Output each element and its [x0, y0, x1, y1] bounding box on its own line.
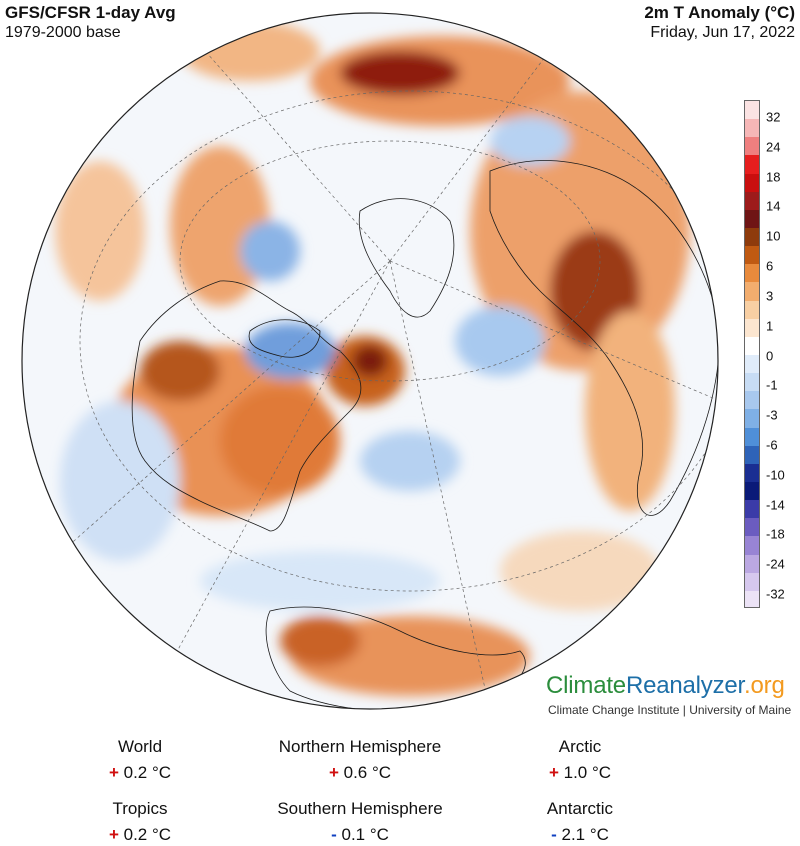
map-date: Friday, Jun 17, 2022 [650, 24, 795, 41]
brand-logo-part3: .org [744, 672, 785, 699]
color-scale-segment [745, 336, 759, 355]
color-scale-tick-label: -18 [766, 526, 785, 542]
stat-sign: - [331, 825, 337, 844]
stat-tropics: Tropics + 0.2 °C [20, 798, 260, 846]
stat-value: + 0.2 °C [20, 824, 260, 846]
color-scale-bar [744, 100, 760, 608]
stat-number: 2.1 °C [561, 825, 609, 844]
stat-southern-hemisphere: Southern Hemisphere - 0.1 °C [240, 798, 480, 846]
color-scale-segment [745, 481, 759, 501]
color-scale-tick-label: 0 [766, 348, 774, 363]
brand-logo[interactable]: ClimateReanalyzer.org [546, 672, 785, 700]
color-scale-tick-label: 6 [766, 258, 774, 274]
stat-number: 1.0 °C [563, 763, 612, 782]
color-scale-segment [745, 155, 759, 174]
stat-world: World + 0.2 °C [20, 736, 260, 784]
stat-antarctic: Antarctic - 2.1 °C [460, 798, 700, 846]
map-title: GFS/CFSR 1-day Avg [5, 3, 176, 22]
stat-value: + 0.6 °C [240, 762, 480, 784]
stat-number: 0.6 °C [343, 763, 392, 782]
color-scale-tick-label: 10 [766, 228, 781, 244]
stat-value: + 1.0 °C [460, 762, 700, 784]
color-scale-segment [745, 427, 759, 446]
anomaly-globe-map [21, 12, 719, 710]
stat-value: - 0.1 °C [240, 824, 480, 846]
color-scale-tick-label: -3 [766, 407, 778, 423]
stat-label: Northern Hemisphere [278, 737, 442, 756]
stat-northern-hemisphere: Northern Hemisphere + 0.6 °C [240, 736, 480, 784]
color-scale-segment [745, 590, 759, 607]
brand-block: ClimateReanalyzer.org Climate Change Ins… [546, 672, 791, 717]
color-scale-tick-label: 3 [766, 288, 774, 304]
color-scale-tick-label: 18 [766, 169, 781, 185]
color-scale-segment [745, 572, 759, 591]
color-scale-tick-label: 1 [766, 318, 774, 334]
color-scale-tick-label: -32 [766, 586, 785, 602]
stat-sign: + [328, 763, 339, 782]
color-scale-segment [745, 500, 759, 519]
variable-title-block: 2m T Anomaly (°C) Friday, Jun 17, 2022 [644, 2, 795, 43]
color-scale-segment [745, 173, 759, 192]
color-scale-tick-label: -1 [766, 377, 778, 393]
stat-number: 0.2 °C [123, 763, 172, 782]
stat-label: World [117, 737, 163, 756]
stat-number: 0.2 °C [123, 825, 172, 844]
stat-number: 0.1 °C [341, 825, 389, 844]
stat-label: Antarctic [546, 799, 614, 818]
color-scale-segment [745, 536, 759, 555]
color-scale-tick-label: 32 [766, 109, 781, 125]
variable-title: 2m T Anomaly (°C) [644, 3, 795, 22]
color-scale-tick-label: -10 [766, 467, 785, 483]
stat-label: Arctic [558, 737, 602, 756]
map-title-block: GFS/CFSR 1-day Avg 1979-2000 base [5, 2, 176, 43]
anomaly-stats: World + 0.2 °C Northern Hemisphere + 0.6… [0, 732, 800, 846]
color-scale-legend: 32 24 18 14 10 6 3 1 0 -1 -3 -6 -10 -14 -18 -24 -32 [744, 100, 800, 610]
color-scale-segment [745, 227, 759, 247]
baseline-period: 1979-2000 base [5, 24, 121, 41]
brand-tagline: Climate Change Institute | University of… [548, 703, 792, 717]
color-scale-segment [745, 137, 759, 156]
color-scale-segment [745, 554, 759, 573]
color-scale-segment [745, 119, 759, 138]
color-scale-segment [745, 409, 759, 428]
color-scale-segment [745, 445, 759, 464]
color-scale-segment [745, 264, 759, 283]
color-scale-tick-label: -6 [766, 437, 778, 453]
stat-sign: + [108, 825, 119, 844]
color-scale-tick-label: -24 [766, 556, 785, 572]
stat-value: + 0.2 °C [20, 762, 260, 784]
stat-sign: + [548, 763, 559, 782]
brand-logo-part1: Climate [546, 672, 626, 699]
stat-sign: - [551, 825, 557, 844]
color-scale-tick-label: 14 [766, 198, 781, 214]
color-scale-segment [745, 318, 759, 337]
color-scale-segment [745, 209, 759, 228]
color-scale-tick-label: 24 [766, 139, 781, 155]
stat-value: - 2.1 °C [460, 824, 700, 846]
color-scale-tick-label: -14 [766, 497, 785, 513]
color-scale-segment [745, 282, 759, 301]
color-scale-segment [745, 518, 759, 537]
stat-arctic: Arctic + 1.0 °C [460, 736, 700, 784]
color-scale-segment [745, 300, 759, 319]
color-scale-segment [745, 354, 759, 374]
stat-label: Tropics [112, 799, 168, 818]
color-scale-segment [745, 246, 759, 265]
stat-label: Southern Hemisphere [277, 799, 443, 818]
color-scale-segment [745, 463, 759, 482]
brand-logo-part2: Reanalyzer [625, 672, 745, 699]
stat-sign: + [108, 763, 119, 782]
color-scale-segment [745, 101, 759, 120]
color-scale-segment [745, 373, 759, 392]
color-scale-segment [745, 191, 759, 210]
color-scale-segment [745, 391, 759, 410]
color-scale-labels: 32 24 18 14 10 6 3 1 0 -1 -3 -6 -10 -14 -18 -24 -32 [766, 100, 800, 608]
